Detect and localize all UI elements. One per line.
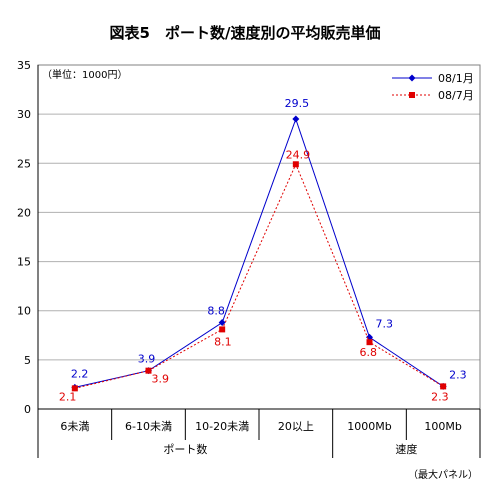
- x-category-label: 10-20未満: [195, 420, 249, 433]
- data-label: 24.9: [286, 148, 311, 161]
- data-label: 3.9: [138, 353, 156, 366]
- data-label: 6.8: [360, 346, 378, 359]
- footnote: （最大パネル）: [408, 468, 478, 481]
- y-tick-label: 0: [24, 403, 31, 416]
- category-group-label: 速度: [395, 442, 417, 456]
- data-label: 2.3: [431, 390, 449, 403]
- data-point: [292, 115, 300, 123]
- data-point: [440, 383, 447, 390]
- data-label: 7.3: [376, 317, 394, 330]
- series-line: [74, 117, 444, 388]
- y-tick-label: 15: [17, 256, 31, 269]
- data-point: [218, 319, 226, 327]
- x-category-label: 1000Mb: [347, 420, 391, 433]
- data-label: 8.1: [214, 335, 232, 348]
- gridlines: [38, 64, 480, 410]
- axes: [37, 64, 481, 458]
- data-labels: 2.2 3.9 8.8 29.5 7.3 2.3 2.1 3.9 8.1 24.9 6.8 2.3: [59, 97, 467, 403]
- data-point: [366, 339, 373, 346]
- x-axis-categories: 6未満 6-10未満 10-20未満 20以上 1000Mb 100Mb: [60, 420, 462, 433]
- data-point: [219, 326, 226, 333]
- chart-title: 図表5 ポート数/速度別の平均販売単価: [109, 24, 381, 42]
- y-tick-label: 20: [17, 206, 31, 219]
- x-category-label: 100Mb: [424, 420, 461, 433]
- y-tick-label: 5: [24, 354, 31, 367]
- y-tick-label: 10: [17, 305, 31, 318]
- legend-marker: [409, 92, 415, 98]
- y-axis-ticks: 0 5 10 15 20 25 30 35: [17, 59, 31, 416]
- unit-label: （単位：1000円）: [42, 68, 127, 81]
- data-point: [71, 385, 78, 392]
- category-groups: ポート数 速度: [163, 442, 417, 456]
- data-label: 2.2: [71, 367, 89, 380]
- legend-label: 08/7月: [438, 89, 474, 102]
- data-label: 2.3: [449, 368, 467, 381]
- y-tick-label: 30: [17, 108, 31, 121]
- data-point: [292, 161, 299, 168]
- x-category-label: 6-10未満: [125, 420, 172, 433]
- plot-border: [37, 64, 481, 410]
- x-category-label: 20以上: [278, 420, 314, 433]
- series-line: [74, 163, 444, 389]
- data-point: [145, 367, 152, 374]
- data-label: 3.9: [152, 373, 170, 386]
- y-tick-label: 35: [17, 59, 31, 72]
- x-category-label: 6未満: [60, 420, 89, 433]
- data-label: 29.5: [285, 97, 310, 110]
- data-label: 8.8: [207, 305, 225, 318]
- data-label: 2.1: [59, 390, 76, 403]
- category-group-label: ポート数: [163, 443, 207, 456]
- legend: 08/1月 08/7月: [392, 72, 474, 102]
- y-tick-label: 25: [17, 157, 31, 170]
- series-lines: [71, 115, 447, 392]
- legend-label: 08/1月: [438, 72, 474, 85]
- legend-marker: [408, 74, 416, 82]
